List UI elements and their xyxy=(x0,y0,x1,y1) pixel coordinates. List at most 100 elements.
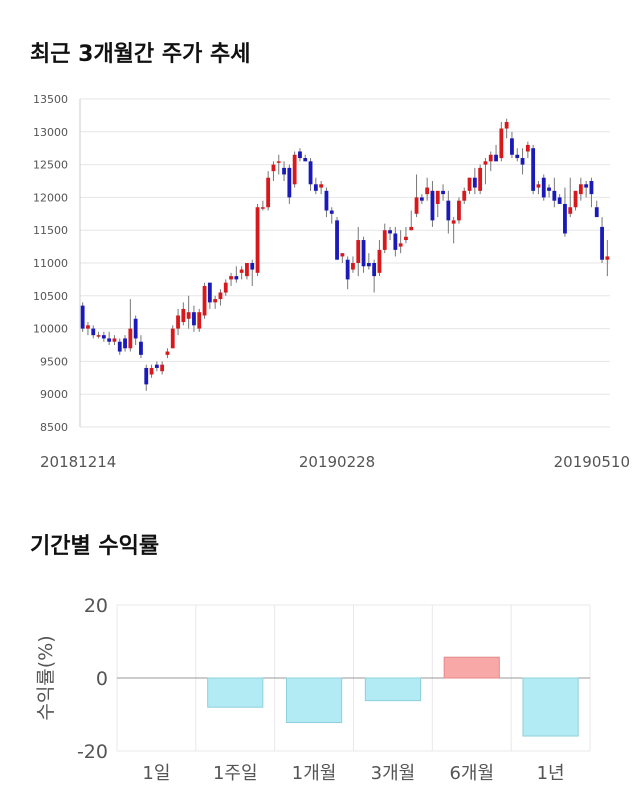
candle-body xyxy=(404,236,408,241)
candle-x-tick: 20181214 xyxy=(40,453,116,471)
candle xyxy=(584,181,589,198)
candle-body xyxy=(510,138,514,155)
candle xyxy=(324,187,329,218)
candle-y-tick: 9000 xyxy=(40,388,68,401)
candle xyxy=(499,121,504,162)
candle-body xyxy=(356,240,361,263)
bar-y-axis-label: 수익률(%) xyxy=(35,635,57,720)
candle-body xyxy=(388,230,392,234)
candle-body xyxy=(446,200,451,221)
candle-x-tick: 20190228 xyxy=(299,453,375,471)
candle-body xyxy=(298,151,302,159)
candle xyxy=(154,361,159,372)
candle xyxy=(276,154,281,175)
bar-x-tick: 1년 xyxy=(537,763,565,784)
candle xyxy=(266,171,271,211)
stock-candlestick-chart: 13500 13000 12500 12000 11500 11000 10500 10000… xyxy=(33,93,630,471)
candle-body xyxy=(547,187,551,191)
candle-body xyxy=(128,328,133,349)
candle xyxy=(366,253,371,270)
candle xyxy=(335,217,339,260)
candle xyxy=(552,177,557,208)
candle-body xyxy=(207,282,212,303)
candle-body xyxy=(260,207,265,209)
candle xyxy=(165,348,170,359)
candle-body xyxy=(133,318,138,339)
candle xyxy=(356,226,361,277)
candle xyxy=(419,194,424,204)
candle-body xyxy=(361,240,366,267)
candle xyxy=(303,154,308,162)
candle-body xyxy=(213,299,218,303)
candle xyxy=(494,144,498,162)
candle xyxy=(170,325,175,349)
candle-body xyxy=(239,269,244,273)
candle-body xyxy=(382,230,387,250)
candle xyxy=(541,174,546,201)
candle-body xyxy=(483,161,488,165)
candle-y-tick: 11500 xyxy=(33,224,68,237)
candle xyxy=(223,279,228,296)
candle xyxy=(462,187,467,204)
bar-x-tick: 6개월 xyxy=(449,763,494,784)
candle xyxy=(112,335,117,345)
candle-body xyxy=(245,263,249,277)
candle xyxy=(594,200,599,218)
candle-body xyxy=(144,367,149,385)
candle xyxy=(292,151,297,188)
candle-body xyxy=(139,341,143,355)
candle xyxy=(372,259,377,293)
candle xyxy=(525,141,530,159)
candle-body xyxy=(218,292,223,300)
candle-body xyxy=(435,190,440,204)
candle xyxy=(117,338,122,355)
candle xyxy=(192,305,196,332)
candle-body xyxy=(335,220,339,260)
candle-body xyxy=(494,154,498,162)
candle xyxy=(345,256,350,290)
candle-body xyxy=(605,256,610,260)
candle-y-tick: 11000 xyxy=(33,257,68,270)
candle-body xyxy=(303,158,308,162)
candle xyxy=(202,282,207,319)
candle-body xyxy=(255,207,260,273)
candle-body xyxy=(457,200,461,221)
candle xyxy=(80,302,85,332)
candle-body xyxy=(568,207,573,214)
candle xyxy=(282,161,286,181)
candle xyxy=(393,226,398,257)
candle-body xyxy=(319,184,324,188)
candle-body xyxy=(80,305,85,329)
candle-body xyxy=(366,263,371,267)
candle-body xyxy=(557,197,562,204)
candle-body xyxy=(541,177,546,198)
candle xyxy=(547,184,551,198)
candle-body xyxy=(86,325,90,329)
return-bar xyxy=(522,677,579,737)
candle-body xyxy=(186,312,191,319)
candle xyxy=(483,158,488,185)
candle-y-tick: 13500 xyxy=(33,93,68,106)
candle-y-tick: 9500 xyxy=(40,355,68,368)
candle xyxy=(96,331,101,339)
candle xyxy=(446,190,451,234)
candle xyxy=(435,190,440,218)
bar-y-tick: -20 xyxy=(77,741,108,763)
candle xyxy=(260,200,265,211)
candle-body xyxy=(563,203,567,234)
return-bar xyxy=(285,677,343,724)
candle xyxy=(409,210,414,231)
candle xyxy=(298,148,302,162)
candle xyxy=(536,181,541,195)
candle xyxy=(139,335,143,359)
candle-body xyxy=(170,328,175,349)
candle-body xyxy=(488,154,493,162)
candle-body xyxy=(117,341,122,352)
candle-body xyxy=(229,276,233,280)
candle-body xyxy=(578,184,583,195)
candle xyxy=(101,331,106,342)
candle-body xyxy=(536,184,541,188)
candle xyxy=(329,207,334,224)
candle xyxy=(472,167,477,195)
candle-y-tick: 12500 xyxy=(33,159,68,172)
